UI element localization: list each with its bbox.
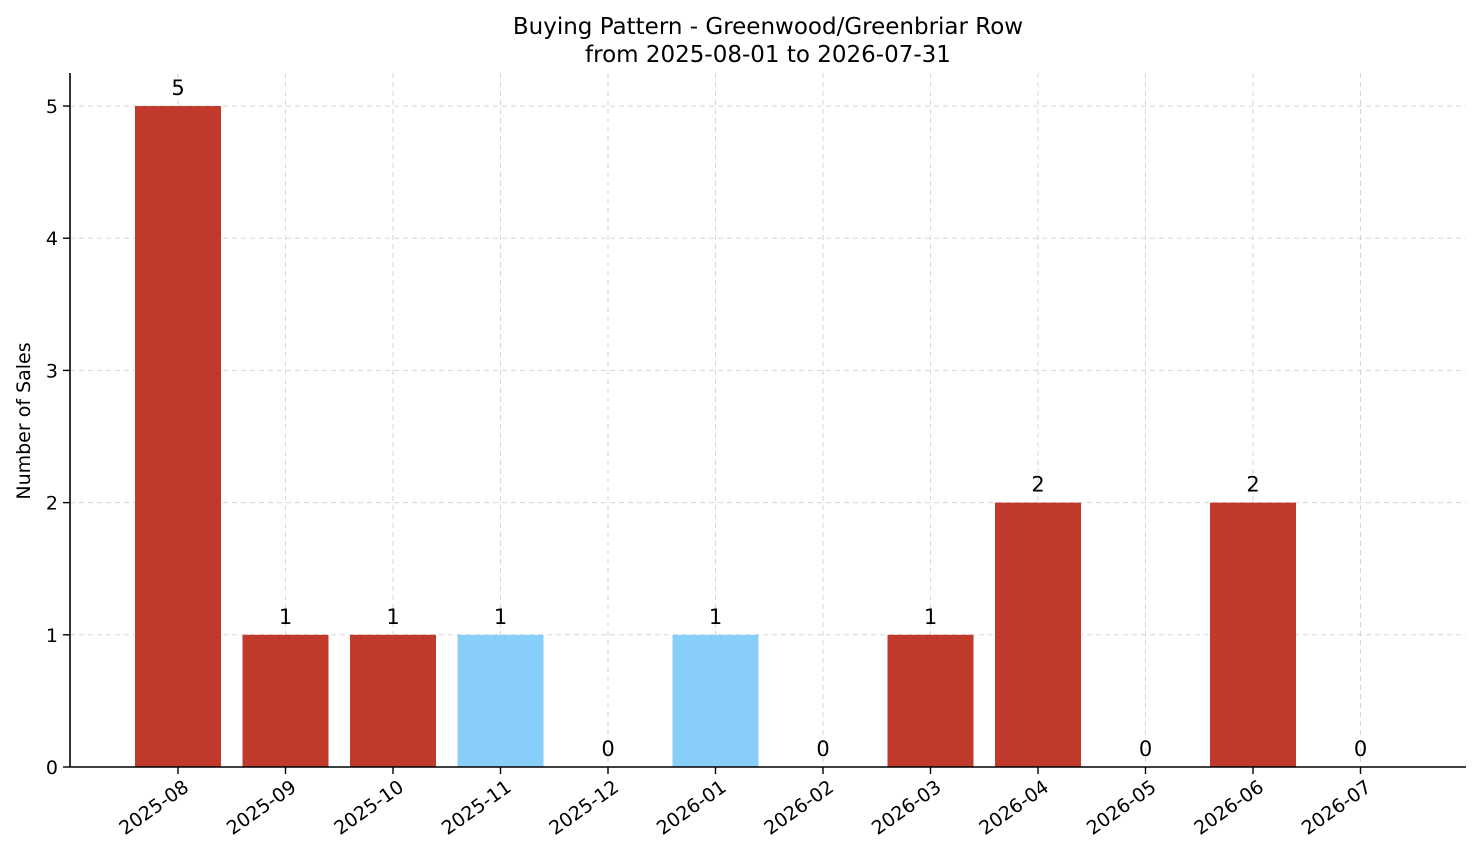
x-tick-label: 2025-11 [438, 776, 516, 840]
bar [350, 634, 436, 767]
x-tick-label: 2026-07 [1298, 776, 1376, 840]
x-tick-label: 2026-03 [868, 776, 946, 840]
bar-labels: 5 1 1 1 0 1 0 1 2 0 2 0 [171, 76, 1367, 761]
chart-subtitle: from 2025-08-01 to 2026-07-31 [585, 42, 951, 68]
x-tick-label: 2026-05 [1083, 776, 1161, 840]
bar [242, 634, 329, 767]
bar-value-label: 0 [601, 737, 614, 761]
bar-value-label: 1 [709, 605, 722, 629]
x-tick-label: 2025-08 [115, 776, 193, 840]
x-tick-label: 2025-12 [545, 776, 623, 840]
x-tick-label: 2026-02 [760, 776, 838, 840]
x-tick-label: 2026-01 [653, 776, 731, 840]
bars [135, 106, 1296, 768]
x-tick-label: 2026-06 [1190, 776, 1268, 840]
bar-value-label: 1 [494, 605, 507, 629]
x-tick-label: 2025-09 [223, 776, 301, 840]
y-tick-label: 2 [46, 493, 58, 515]
y-tick-label: 5 [46, 96, 58, 118]
bar [135, 106, 221, 768]
chart-title: Buying Pattern - Greenwood/Greenbriar Ro… [513, 14, 1023, 40]
bar [457, 634, 544, 767]
y-tick-label: 3 [46, 360, 58, 382]
y-axis-label: Number of Sales [13, 342, 35, 499]
bar-value-label: 0 [1139, 737, 1152, 761]
bar-value-label: 1 [924, 605, 937, 629]
bar [1210, 502, 1296, 767]
bar-value-label: 5 [171, 76, 184, 100]
x-tick-label: 2026-04 [975, 776, 1053, 840]
y-tick-label: 4 [46, 228, 58, 250]
y-tick-label: 0 [46, 757, 58, 779]
bar-value-label: 2 [1246, 473, 1259, 497]
bar-value-label: 2 [1031, 473, 1044, 497]
bar-value-label: 1 [386, 605, 399, 629]
bar-value-label: 0 [1354, 737, 1367, 761]
bar-value-label: 1 [279, 605, 292, 629]
bar [887, 634, 974, 767]
x-tick-label: 2025-10 [330, 776, 408, 840]
bar [995, 502, 1081, 767]
y-tick-label: 1 [46, 625, 58, 647]
bar [672, 634, 759, 767]
bar-value-label: 0 [816, 737, 829, 761]
